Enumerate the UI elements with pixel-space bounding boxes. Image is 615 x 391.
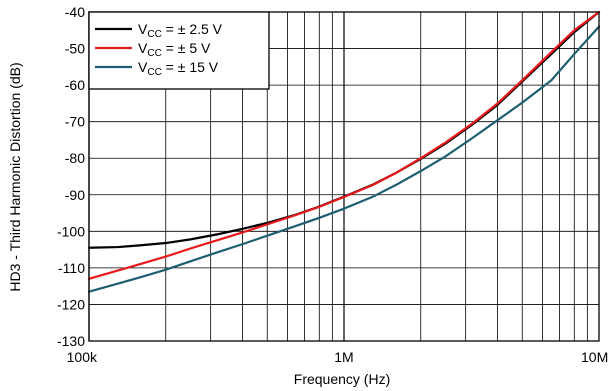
y-tick-label: -120	[57, 296, 85, 312]
y-tick-label: -80	[65, 150, 85, 166]
legend-label: VCC = ± 5 V	[138, 40, 211, 59]
y-tick-label: -90	[65, 187, 85, 203]
series-lines	[87, 10, 601, 293]
x-axis-title: Frequency (Hz)	[294, 371, 390, 387]
series-line	[87, 10, 601, 280]
legend-box	[88, 11, 270, 90]
y-tick-label: -130	[57, 333, 85, 349]
y-tick-labels: -40 -50 -60 -70 -80 -90 -100 -110 -120 -130	[57, 4, 85, 349]
y-tick-label: -50	[65, 41, 85, 57]
y-tick-label: -40	[65, 4, 85, 20]
x-tick-label: 10M	[581, 349, 608, 365]
series-line	[87, 25, 601, 293]
y-tick-label: -110	[58, 260, 85, 276]
legend-label: VCC = ± 15 V	[138, 59, 219, 78]
x-tick-labels: 100k 1M 10M	[67, 349, 609, 365]
y-tick-label: -60	[65, 77, 85, 93]
x-tick-label: 1M	[334, 349, 353, 365]
plot-frame	[88, 11, 600, 342]
legend-label: VCC = ± 2.5 V	[138, 21, 223, 40]
y-tick-label: -100	[57, 223, 85, 239]
y-axis-title: HD3 - Third Harmonic Distortion (dB)	[7, 62, 23, 291]
x-tick-label: 100k	[67, 349, 98, 365]
y-tick-label: -70	[65, 114, 85, 130]
